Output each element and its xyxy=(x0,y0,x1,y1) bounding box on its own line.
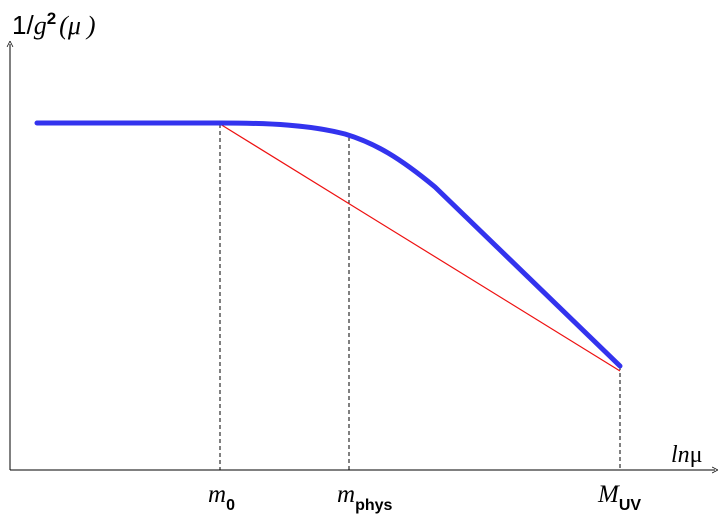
y-label-numerator: 1/ xyxy=(12,10,34,40)
marker-mphys-sub: phys xyxy=(355,497,392,514)
y-label-exponent: 2 xyxy=(47,9,56,28)
marker-m0-sub: 0 xyxy=(226,497,235,514)
marker-m0-base: m xyxy=(208,481,226,508)
y-label-close-paren: ) xyxy=(85,11,96,40)
running-coupling-curve xyxy=(34,120,623,369)
tree-level-line xyxy=(219,123,621,372)
x-label-mu: μ xyxy=(690,442,703,468)
y-label-g: g xyxy=(34,11,47,40)
y-label-open-paren: ( xyxy=(59,11,69,40)
marker-mphys-base: m xyxy=(337,481,355,508)
marker-label-m0: m0 xyxy=(208,481,235,514)
x-axis-label: lnμ xyxy=(671,442,703,468)
marker-label-mphys: mphys xyxy=(337,481,393,514)
marker-muv-sub: UV xyxy=(619,497,642,514)
marker-label-muv: MUV xyxy=(597,481,641,514)
y-label-mu: μ xyxy=(67,11,81,40)
x-label-ln: ln xyxy=(671,442,690,468)
y-axis-label: 1/g2 (μ) xyxy=(12,9,96,40)
marker-muv-base: M xyxy=(597,481,620,508)
